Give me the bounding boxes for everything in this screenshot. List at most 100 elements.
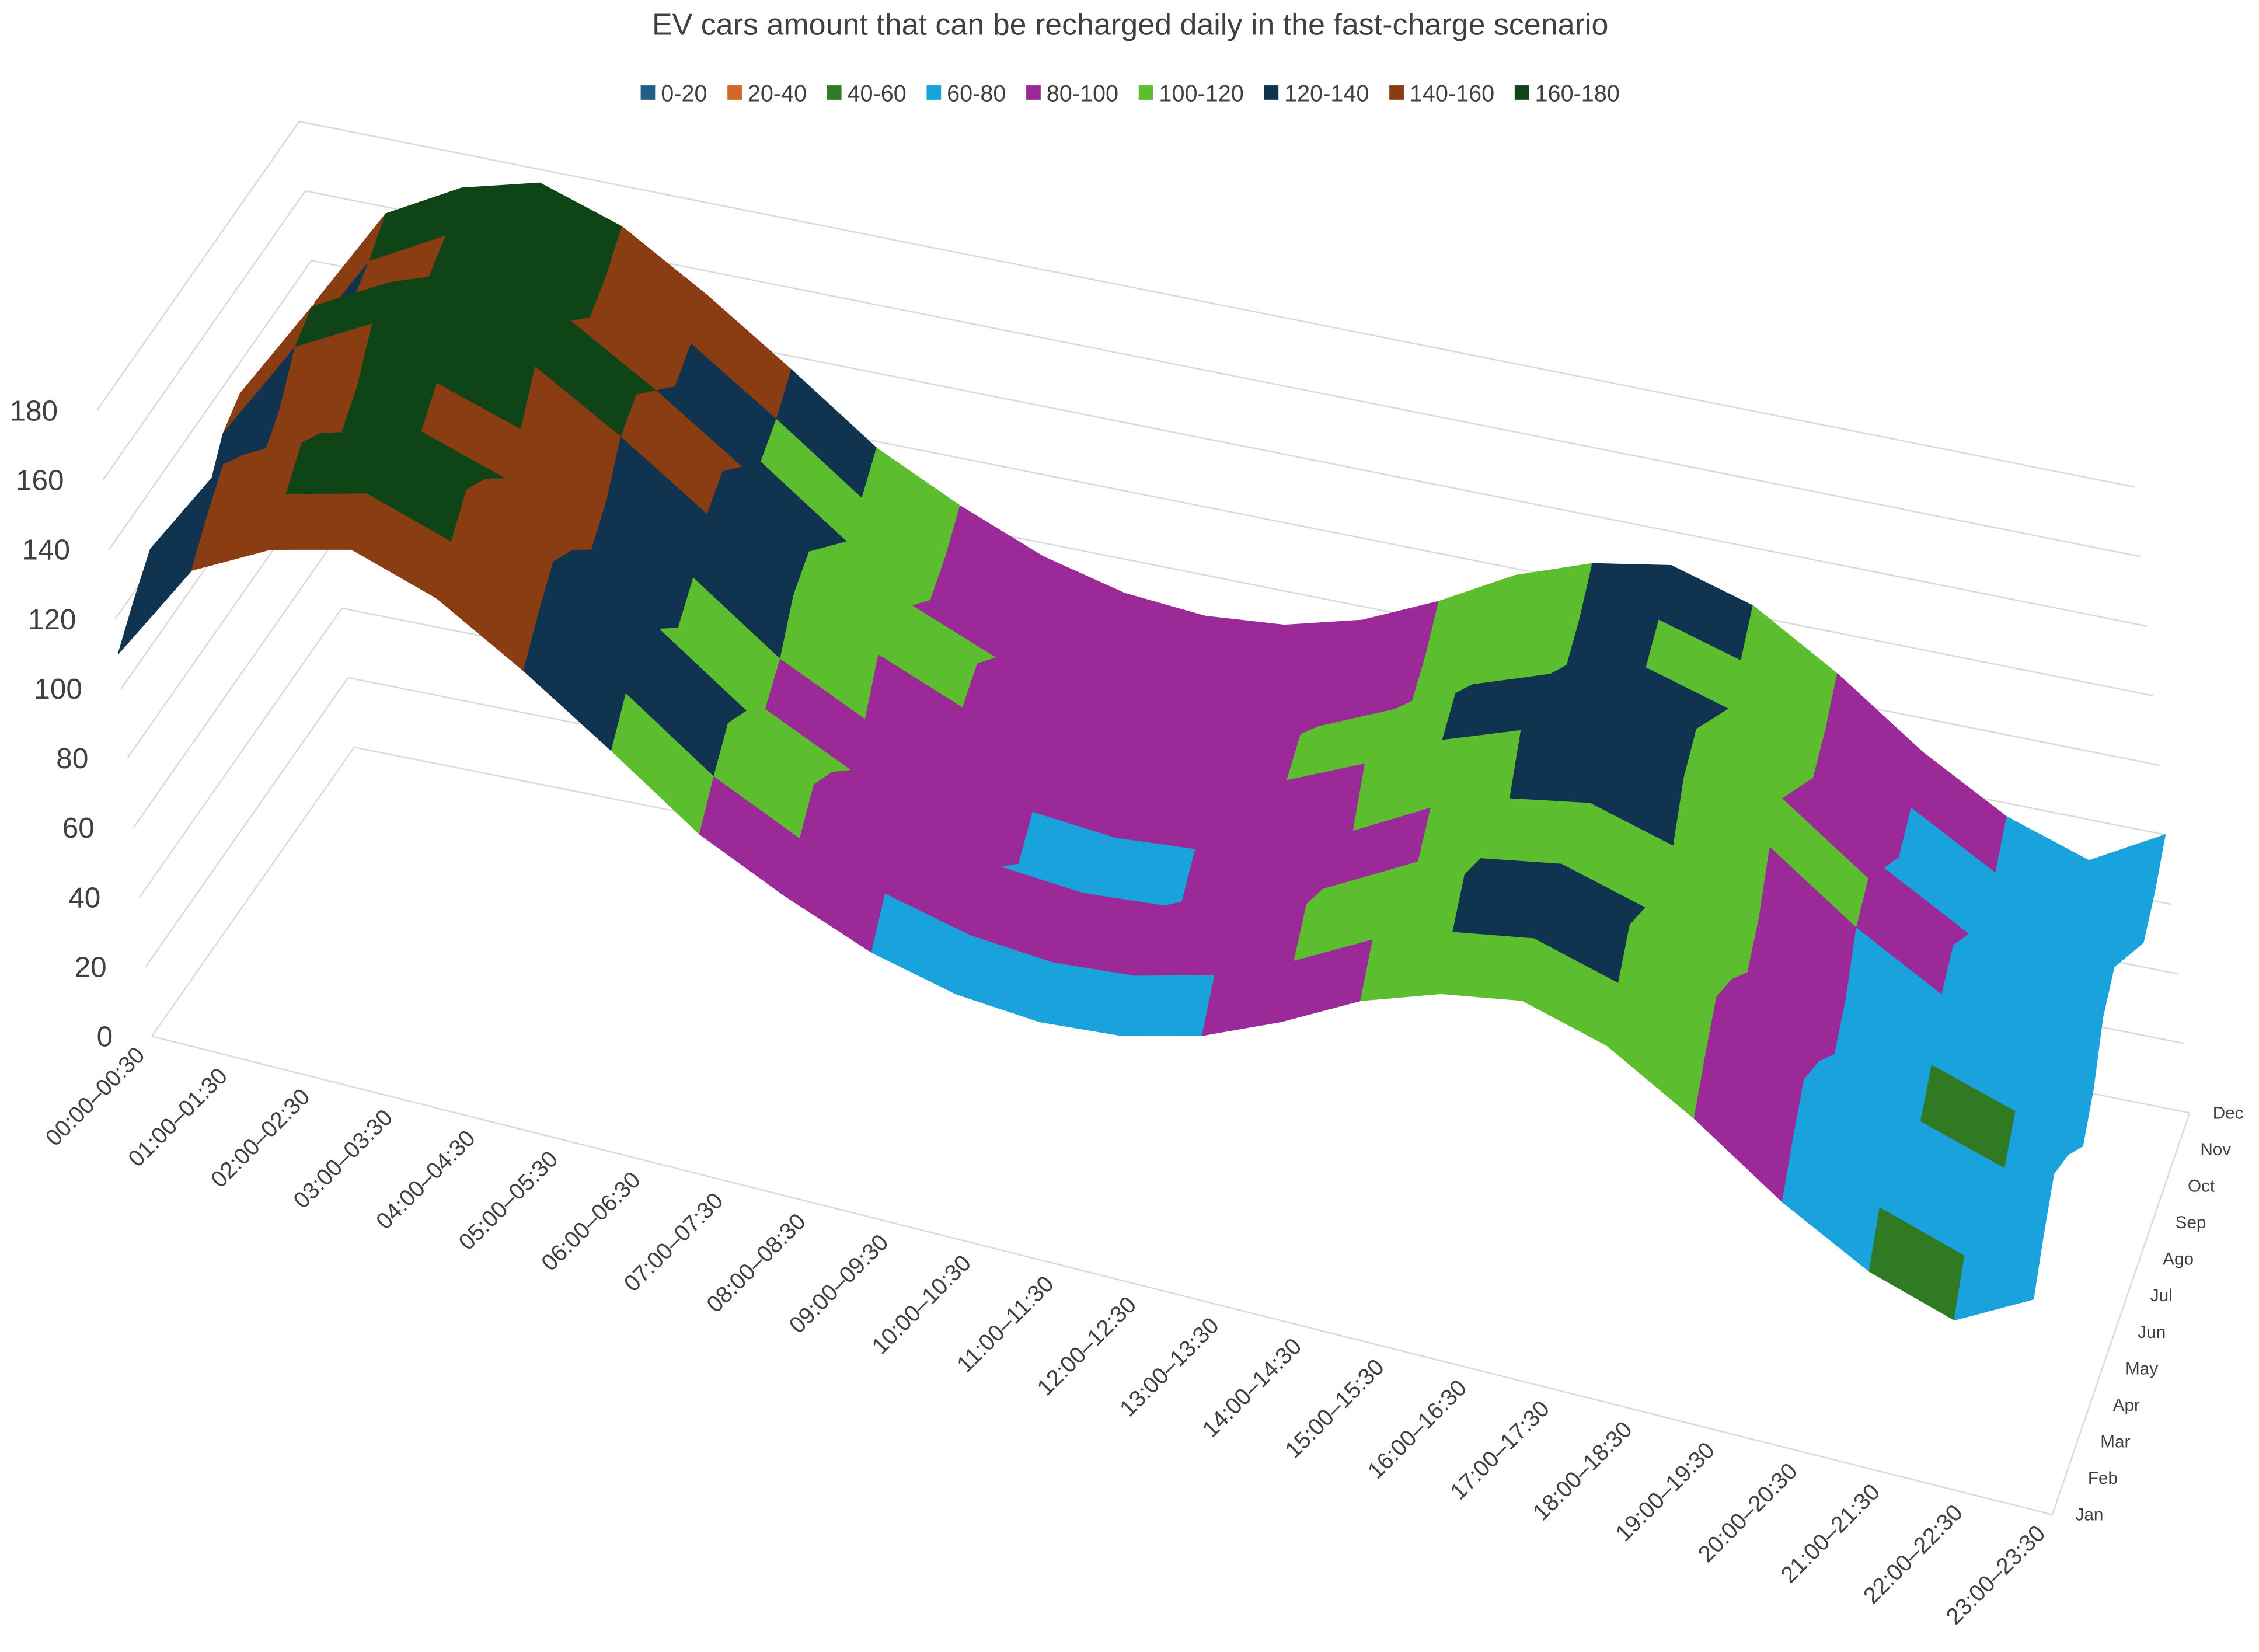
legend-label: 100-120 <box>1159 81 1243 106</box>
y-tick-label: Dec <box>2213 1103 2244 1123</box>
surface-cell <box>1440 932 1535 1001</box>
x-tick-label: 08:00–08:30 <box>702 1208 811 1318</box>
x-tick-label: 02:00–02:30 <box>206 1083 315 1193</box>
surface-cell <box>1114 771 1208 851</box>
surface-cell <box>1372 874 1466 940</box>
legend-label: 60-80 <box>947 81 1006 106</box>
surface-cell <box>1417 798 1511 863</box>
legend-label: 0-20 <box>661 81 707 106</box>
surface-cell <box>285 441 383 495</box>
x-tick-label: 10:00–10:30 <box>867 1250 976 1359</box>
x-tick-label: 14:00–14:30 <box>1197 1333 1306 1442</box>
x-tick-label: 13:00–13:30 <box>1115 1312 1224 1421</box>
surface-cell <box>1191 615 1285 678</box>
z-tick-label: 60 <box>62 812 95 844</box>
surface-cell <box>1452 874 1546 940</box>
legend-swatch <box>1389 85 1404 100</box>
legend-swatch <box>640 85 656 100</box>
surface-cell <box>1121 975 1215 1036</box>
x-tick-label: 00:00–00:30 <box>41 1042 150 1151</box>
surface-cell <box>1207 734 1302 784</box>
legend-swatch <box>926 85 942 100</box>
grid-line <box>299 120 2135 488</box>
x-tick-label: 21:00–21:30 <box>1776 1479 1885 1588</box>
grid-line <box>139 608 343 898</box>
x-tick-label: 22:00–22:30 <box>1859 1500 1968 1609</box>
surface-cell <box>1195 780 1288 851</box>
z-tick-label: 0 <box>97 1021 113 1053</box>
surface-cell <box>1430 730 1522 808</box>
legend-label: 40-60 <box>847 81 906 106</box>
y-tick-label: Jun <box>2138 1323 2166 1342</box>
z-tick-label: 120 <box>28 604 76 636</box>
legend-swatch <box>727 85 742 100</box>
x-tick-label: 04:00–04:30 <box>371 1125 480 1235</box>
x-tick-label: 12:00–12:30 <box>1032 1292 1141 1401</box>
z-tick-label: 20 <box>75 951 107 983</box>
grid-line <box>145 677 349 967</box>
surface-cell <box>1256 672 1350 724</box>
grid-line <box>133 538 337 828</box>
surface-cell <box>1509 730 1602 804</box>
x-tick-label: 06:00–06:30 <box>536 1167 646 1276</box>
grid-line <box>151 747 355 1037</box>
x-tick-label: 11:00–11:30 <box>952 1271 1059 1378</box>
surface-cell <box>1497 798 1591 859</box>
legend-label: 120-140 <box>1284 81 1369 106</box>
x-axis-line <box>151 1036 2053 1515</box>
x-tick-label: 15:00–15:30 <box>1280 1354 1389 1463</box>
z-tick-label: 100 <box>34 673 82 705</box>
y-tick-label: Apr <box>2113 1396 2140 1415</box>
surface-cell <box>1360 932 1453 1001</box>
surface-cell <box>270 493 367 550</box>
grid-line <box>108 260 312 550</box>
legend-label: 20-40 <box>748 81 807 106</box>
grid-line <box>102 190 306 480</box>
y-tick-label: Feb <box>2088 1469 2118 1488</box>
surface-cell <box>1181 846 1276 903</box>
x-tick-label: 01:00–01:30 <box>123 1063 232 1172</box>
surface-cell <box>1134 918 1229 977</box>
legend-swatch <box>1514 85 1529 100</box>
grid-line <box>96 121 300 411</box>
y-tick-label: Ago <box>2163 1250 2194 1269</box>
legend-label: 160-180 <box>1535 81 1620 106</box>
x-tick-label: 16:00–16:30 <box>1363 1375 1472 1484</box>
x-tick-label: 05:00–05:30 <box>454 1146 563 1255</box>
y-tick-label: Oct <box>2188 1177 2215 1196</box>
y-axis-line <box>2051 1113 2191 1515</box>
y-tick-label: Nov <box>2200 1140 2231 1159</box>
y-tick-label: May <box>2125 1359 2158 1378</box>
chart-title: EV cars amount that can be recharged dai… <box>652 8 1608 41</box>
z-tick-label: 40 <box>68 881 100 914</box>
surface-cell <box>1566 617 1660 669</box>
legend-label: 140-160 <box>1410 81 1494 106</box>
surface-cell <box>357 320 452 386</box>
x-tick-label: 03:00–03:30 <box>288 1104 398 1214</box>
surface-cell <box>1580 563 1672 621</box>
z-tick-label: 160 <box>16 465 64 497</box>
legend-label: 80-100 <box>1047 81 1118 106</box>
x-tick-label: 18:00–18:30 <box>1528 1417 1637 1526</box>
z-tick-label: 80 <box>56 743 88 775</box>
x-tick-label: 07:00–07:30 <box>619 1188 728 1297</box>
surface-cell <box>1954 1234 2044 1321</box>
x-tick-label: 17:00–17:30 <box>1445 1396 1554 1505</box>
y-tick-label: Sep <box>2176 1213 2206 1232</box>
z-tick-label: 140 <box>22 534 70 566</box>
x-tick-label: 19:00–19:30 <box>1610 1437 1720 1546</box>
x-tick-label: 09:00–09:30 <box>785 1229 894 1339</box>
y-tick-label: Jul <box>2150 1286 2173 1305</box>
z-tick-label: 180 <box>9 395 58 427</box>
surface-cell <box>1521 682 1615 736</box>
y-tick-label: Mar <box>2100 1433 2130 1452</box>
y-tick-label: Jan <box>2076 1505 2104 1525</box>
legend-swatch <box>1138 85 1153 100</box>
x-tick-label: 23:00–23:30 <box>1941 1521 2050 1630</box>
surface-cell <box>1270 619 1363 678</box>
legend-swatch <box>1026 85 1041 100</box>
surface-cell <box>1038 962 1135 1036</box>
legend-swatch <box>1264 85 1279 100</box>
x-tick-label: 20:00–20:30 <box>1693 1458 1803 1567</box>
